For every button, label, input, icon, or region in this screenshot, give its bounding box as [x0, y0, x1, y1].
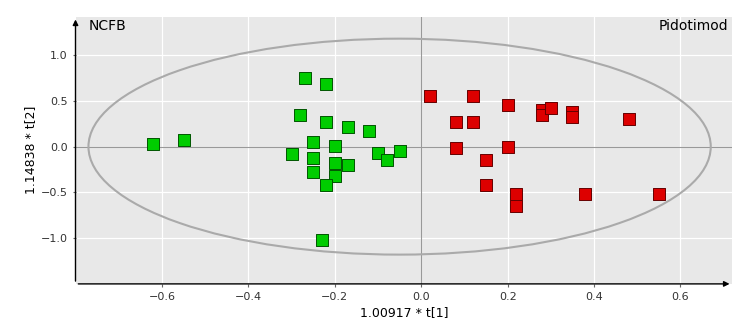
- Point: [285, 151, 297, 157]
- Point: [328, 143, 341, 148]
- Point: [450, 119, 462, 125]
- Point: [381, 158, 393, 163]
- Point: [316, 237, 328, 242]
- Point: [307, 139, 319, 145]
- Point: [307, 170, 319, 175]
- Point: [536, 112, 548, 117]
- Point: [501, 144, 513, 149]
- Point: [328, 160, 341, 166]
- Point: [320, 82, 332, 87]
- Point: [566, 115, 578, 120]
- Point: [294, 112, 307, 117]
- Point: [298, 75, 310, 81]
- Text: Pidotimod: Pidotimod: [658, 19, 728, 33]
- Point: [424, 94, 436, 99]
- Point: [510, 203, 522, 209]
- Point: [450, 146, 462, 151]
- Point: [623, 117, 635, 122]
- Point: [480, 182, 492, 188]
- Point: [393, 149, 405, 154]
- Point: [320, 182, 332, 188]
- Point: [467, 119, 479, 125]
- Point: [510, 192, 522, 197]
- Point: [467, 94, 479, 99]
- Point: [342, 124, 354, 129]
- Point: [545, 106, 557, 111]
- Point: [566, 109, 578, 115]
- Point: [177, 138, 190, 143]
- Point: [480, 158, 492, 163]
- Point: [320, 119, 332, 125]
- Y-axis label: 1.14838 * t[2]: 1.14838 * t[2]: [23, 106, 37, 194]
- Point: [653, 192, 665, 197]
- Point: [363, 128, 375, 134]
- Point: [372, 150, 384, 156]
- Point: [328, 173, 341, 179]
- Point: [536, 107, 548, 113]
- X-axis label: 1.00917 * t[1]: 1.00917 * t[1]: [359, 306, 448, 319]
- Text: NCFB: NCFB: [88, 19, 126, 33]
- Point: [579, 192, 591, 197]
- Point: [501, 103, 513, 108]
- Point: [147, 141, 159, 147]
- Point: [342, 162, 354, 168]
- Point: [307, 155, 319, 160]
